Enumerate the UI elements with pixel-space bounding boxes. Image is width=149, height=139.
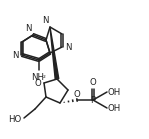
Text: HO: HO <box>8 115 21 123</box>
Text: ₂: ₂ <box>43 73 46 79</box>
Polygon shape <box>50 27 59 79</box>
Text: NH: NH <box>31 73 45 82</box>
Text: O: O <box>90 78 96 87</box>
Text: OH: OH <box>108 87 121 96</box>
Text: O: O <box>74 90 80 99</box>
Text: N: N <box>42 16 49 25</box>
Text: OH: OH <box>108 104 121 112</box>
Text: N: N <box>65 43 72 52</box>
Text: P: P <box>90 95 96 105</box>
Text: N: N <box>25 24 32 33</box>
Text: O: O <box>34 79 41 87</box>
Text: N: N <box>13 50 19 59</box>
